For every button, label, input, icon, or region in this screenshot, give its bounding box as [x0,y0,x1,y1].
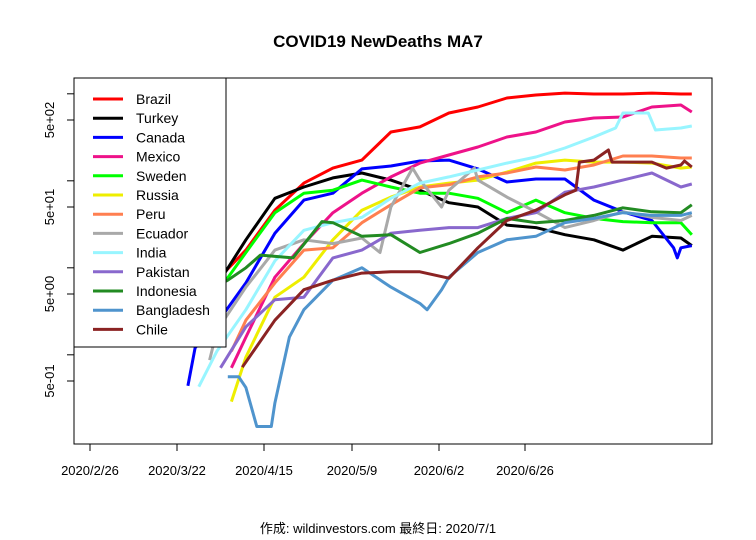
series-line-indonesia [193,203,693,320]
legend-label: Sweden [136,168,187,184]
legend-label: Russia [136,187,179,203]
series-line-pakistan [219,171,693,369]
legend-item-brazil: Brazil [93,91,171,107]
legend-item-sweden: Sweden [93,168,187,184]
legend-label: Indonesia [136,283,197,299]
legend-label: India [136,245,167,261]
series-layer [186,91,693,428]
chart-title: COVID19 NewDeaths MA7 [273,32,483,51]
legend-item-indonesia: Indonesia [93,283,197,299]
legend-item-bangladesh: Bangladesh [93,302,210,318]
legend-item-chile: Chile [93,321,168,337]
series-line-bangladesh [227,211,693,428]
legend-item-pakistan: Pakistan [93,264,190,280]
legend-item-peru: Peru [93,206,166,222]
legend-item-turkey: Turkey [93,110,178,126]
legend-item-india: India [93,245,167,261]
legend-label: Brazil [136,91,171,107]
legend-label: Turkey [136,110,178,126]
x-axis: 2020/2/26 2020/3/22 2020/4/15 2020/5/9 2020/… [61,444,554,478]
series-line-sweden [193,178,693,346]
x-tick-label: 2020/4/15 [235,463,293,478]
x-tick-label: 2020/6/2 [414,463,465,478]
legend-label: Canada [136,129,185,145]
legend-label: Ecuador [136,225,188,241]
series-line-peru [230,154,692,352]
series-line-mexico [230,103,693,369]
x-tick-label: 2020/5/9 [327,463,378,478]
y-tick-label: 5e+02 [42,102,57,139]
series-line-canada [186,158,693,387]
legend-item-ecuador: Ecuador [93,225,188,241]
legend-item-mexico: Mexico [93,149,181,165]
y-tick-label: 5e+00 [42,276,57,313]
y-axis: 5e+02 5e+01 5e+00 5e-01 [42,93,74,398]
legend-label: Peru [136,206,166,222]
footer-credit: 作成: wildinvestors.com 最終日: 2020/7/1 [260,521,496,536]
x-tick-label: 2020/2/26 [61,463,119,478]
series-line-india [197,111,693,388]
legend-item-canada: Canada [93,129,185,145]
y-tick-label: 5e+01 [42,189,57,226]
legend-label: Bangladesh [136,302,210,318]
legend-label: Mexico [136,149,181,165]
series-line-chile [241,148,693,369]
legend-label: Pakistan [136,264,190,280]
legend-box [73,77,227,348]
series-line-turkey [215,171,693,287]
x-tick-label: 2020/3/22 [148,463,206,478]
x-tick-label: 2020/6/26 [496,463,554,478]
legend-item-russia: Russia [93,187,179,203]
legend: Brazil Turkey Canada Mexico Sweden Russia Peru… [73,77,227,348]
legend-label: Chile [136,321,168,337]
y-tick-label: 5e-01 [42,364,57,397]
